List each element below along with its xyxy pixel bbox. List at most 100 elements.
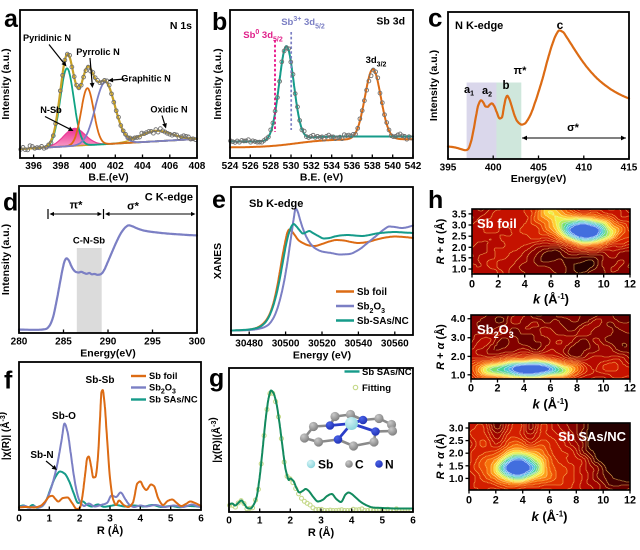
svg-text:285: 285	[55, 337, 72, 348]
svg-text:g: g	[209, 365, 224, 393]
svg-text:404: 404	[134, 161, 151, 172]
svg-text:C: C	[355, 458, 364, 472]
svg-text:12: 12	[624, 383, 636, 395]
svg-text:5: 5	[380, 516, 386, 527]
svg-text:N: N	[385, 458, 394, 472]
svg-text:N K-edge: N K-edge	[455, 20, 503, 32]
svg-text:0: 0	[16, 514, 22, 525]
svg-text:1.0: 1.0	[451, 369, 466, 381]
svg-text:Sb SAs/NC: Sb SAs/NC	[558, 429, 627, 444]
svg-text:Oxidic N: Oxidic N	[150, 105, 188, 115]
svg-text:R + α (Å): R + α (Å)	[434, 324, 447, 370]
svg-text:410: 410	[575, 163, 592, 174]
svg-text:a1: a1	[464, 84, 474, 98]
svg-text:295: 295	[144, 337, 161, 348]
svg-text:Sb SAs/NC: Sb SAs/NC	[362, 367, 412, 378]
svg-text:N 1s: N 1s	[170, 20, 192, 32]
svg-text:|χ(R)| (Å-3): |χ(R)| (Å-3)	[0, 412, 12, 460]
svg-text:8: 8	[573, 495, 579, 507]
svg-text:f: f	[4, 367, 13, 395]
svg-text:Sb 3d: Sb 3d	[376, 16, 405, 28]
svg-text:4: 4	[349, 516, 355, 527]
svg-text:C-N-Sb: C-N-Sb	[73, 236, 105, 247]
svg-text:a2: a2	[482, 85, 492, 99]
svg-text:6: 6	[410, 516, 416, 527]
svg-text:30540: 30540	[344, 339, 372, 350]
svg-text:Energy (eV): Energy (eV)	[293, 350, 351, 362]
svg-text:Energy(eV): Energy(eV)	[511, 173, 566, 185]
svg-text:0: 0	[469, 279, 475, 291]
svg-text:4: 4	[520, 495, 526, 507]
svg-text:b: b	[502, 80, 509, 92]
svg-text:2.0: 2.0	[449, 448, 464, 460]
svg-text:3.0: 3.0	[452, 220, 467, 232]
svg-text:395: 395	[440, 163, 457, 174]
svg-text:2.5: 2.5	[449, 435, 464, 447]
svg-text:12: 12	[624, 495, 636, 507]
svg-text:6: 6	[546, 495, 552, 507]
svg-text:534: 534	[323, 161, 340, 172]
svg-text:Sb-SAs/NC: Sb-SAs/NC	[357, 316, 409, 327]
svg-text:Sb-Sb: Sb-Sb	[86, 375, 115, 386]
svg-text:30560: 30560	[381, 339, 409, 350]
svg-text:406: 406	[161, 161, 178, 172]
svg-text:Pyridinic N: Pyridinic N	[23, 33, 71, 43]
svg-text:400: 400	[80, 161, 97, 172]
svg-text:Sb-O: Sb-O	[52, 411, 76, 422]
svg-text:526: 526	[242, 161, 259, 172]
svg-text:2: 2	[77, 514, 83, 525]
svg-text:405: 405	[530, 163, 547, 174]
svg-text:3: 3	[107, 514, 113, 525]
svg-text:Sb2O3: Sb2O3	[357, 302, 385, 316]
svg-text:2.0: 2.0	[451, 351, 466, 363]
svg-text:Graphitic N: Graphitic N	[121, 74, 171, 84]
svg-text:σ*: σ*	[567, 122, 580, 134]
svg-text:530: 530	[283, 161, 300, 172]
svg-text:8: 8	[574, 383, 580, 395]
svg-text:π*: π*	[514, 65, 527, 77]
svg-text:a: a	[4, 5, 19, 33]
svg-text:XANES: XANES	[212, 243, 224, 279]
svg-text:0: 0	[226, 516, 232, 527]
svg-text:B.E.(eV): B.E.(eV)	[88, 172, 128, 184]
svg-text:3.0: 3.0	[449, 423, 464, 435]
svg-text:Sb SAs/NC: Sb SAs/NC	[149, 395, 198, 405]
svg-text:d: d	[3, 189, 18, 217]
svg-text:5: 5	[168, 514, 174, 525]
svg-text:Sb foil: Sb foil	[149, 371, 177, 381]
svg-text:Sb2O3: Sb2O3	[477, 322, 514, 340]
svg-text:398: 398	[52, 161, 69, 172]
svg-text:R (Å): R (Å)	[308, 526, 335, 539]
svg-text:Sb3+ 3d5/2: Sb3+ 3d5/2	[281, 16, 325, 31]
svg-text:6: 6	[548, 279, 554, 291]
svg-text:1.0: 1.0	[452, 264, 467, 276]
svg-text:6: 6	[547, 383, 553, 395]
svg-text:2.0: 2.0	[452, 242, 467, 254]
svg-text:2: 2	[494, 383, 500, 395]
svg-text:c: c	[428, 3, 442, 33]
svg-text:h: h	[428, 186, 443, 214]
svg-text:3.5: 3.5	[452, 208, 467, 220]
svg-text:Sb foil: Sb foil	[477, 216, 517, 231]
svg-text:|χ(R)|(Å-3): |χ(R)|(Å-3)	[208, 417, 223, 462]
svg-text:Sb0 3d5/2: Sb0 3d5/2	[243, 29, 283, 44]
svg-text:Intensity (a.u.): Intensity (a.u.)	[0, 224, 12, 295]
svg-text:R + α (Å): R + α (Å)	[434, 218, 447, 264]
svg-text:Pyrrolic N: Pyrrolic N	[76, 47, 120, 57]
svg-text:10: 10	[597, 383, 609, 395]
svg-text:3.0: 3.0	[451, 332, 466, 344]
svg-text:524: 524	[222, 161, 239, 172]
svg-text:B.E. (eV): B.E. (eV)	[300, 172, 343, 184]
svg-text:R + α (Å): R + α (Å)	[434, 433, 447, 479]
svg-text:Fitting: Fitting	[362, 383, 391, 394]
svg-text:Intensity (a.u.): Intensity (a.u.)	[212, 48, 224, 119]
svg-text:σ*: σ*	[127, 201, 140, 213]
svg-text:Sb foil: Sb foil	[357, 287, 387, 298]
svg-text:2.5: 2.5	[452, 231, 467, 243]
svg-text:4: 4	[522, 279, 528, 291]
svg-text:408: 408	[189, 161, 206, 172]
svg-text:12: 12	[624, 279, 636, 291]
svg-text:400: 400	[485, 163, 502, 174]
svg-text:1: 1	[47, 514, 53, 525]
svg-text:6: 6	[198, 514, 204, 525]
